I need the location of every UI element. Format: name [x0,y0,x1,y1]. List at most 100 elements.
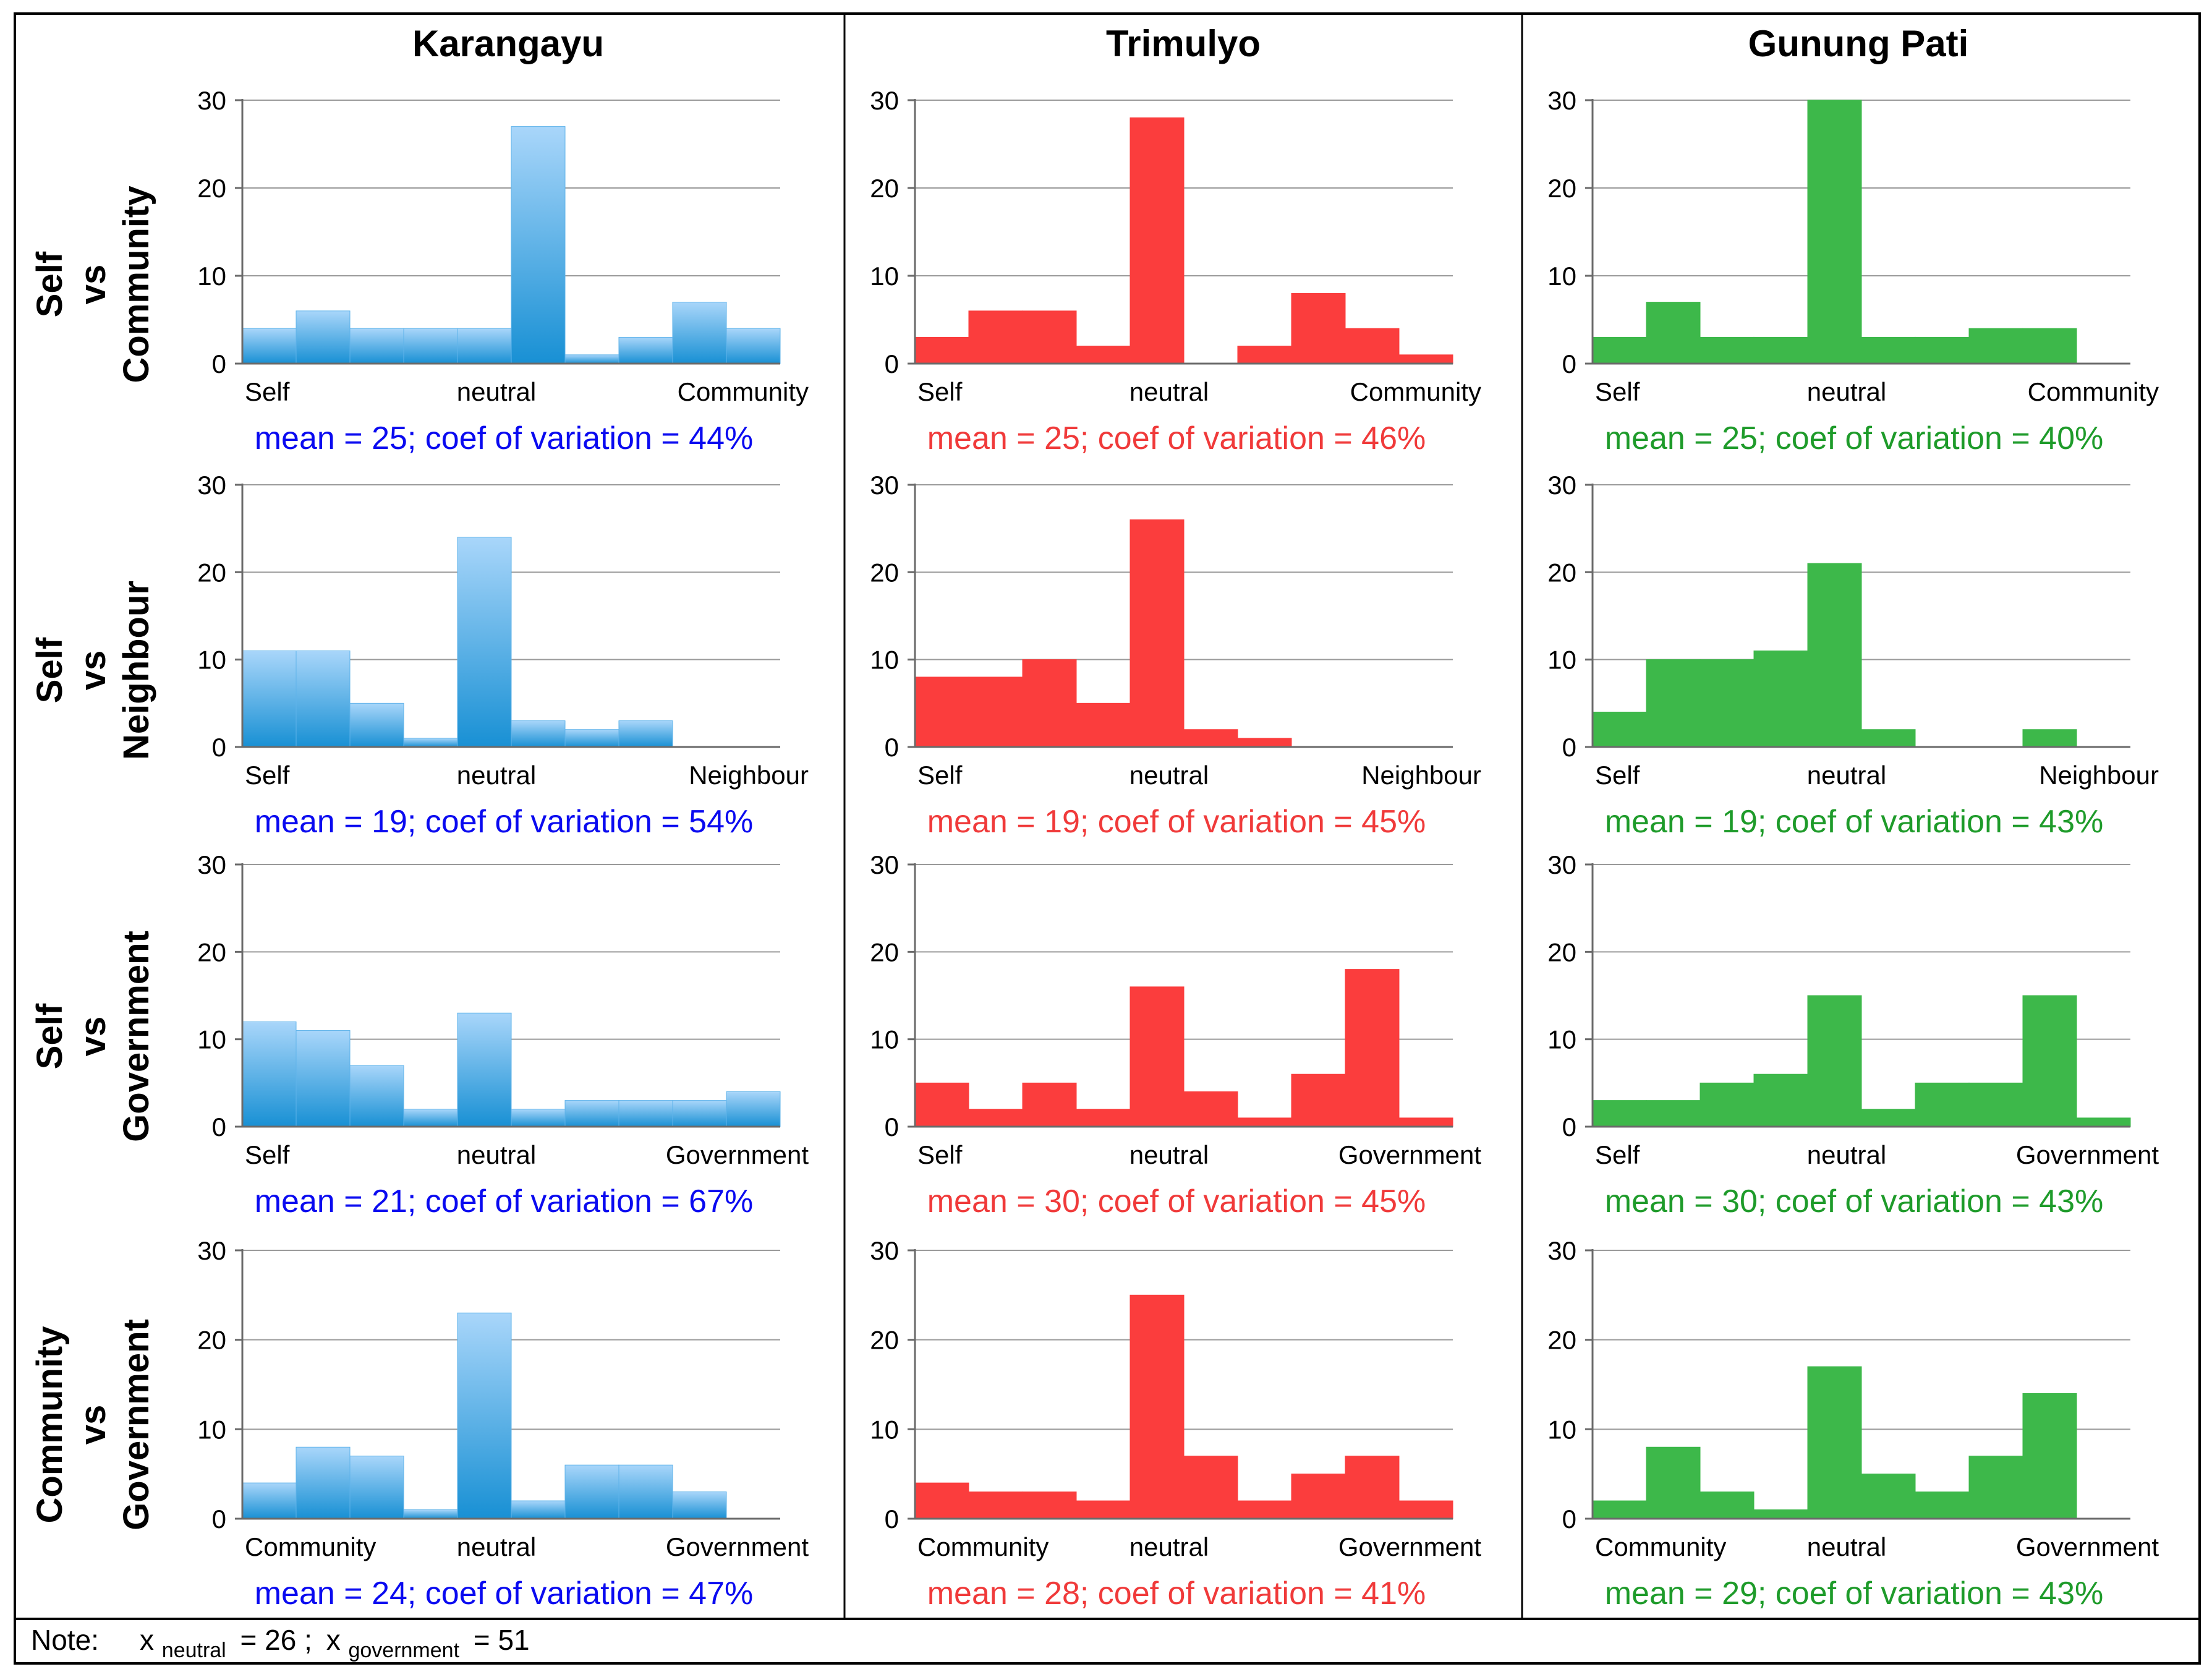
row-label-line: Government [116,931,156,1142]
bar [1291,292,1346,364]
bar [1807,1366,1862,1519]
figure-frame [14,12,2201,1665]
x-axis-label: Self [245,1140,290,1169]
bar [1076,346,1131,364]
bar [1753,1509,1808,1519]
bar [1968,328,2023,364]
x-axis-label: neutral [1807,1140,1886,1169]
bar [2022,995,2077,1127]
x-axis-label: Government [1338,1532,1481,1561]
bar [457,1012,512,1127]
stats-label: mean = 25; coef of variation = 46% [927,420,1426,456]
bar [511,1109,566,1127]
y-tick-label: 20 [197,1326,226,1355]
bar [968,1491,1023,1519]
stats-label: mean = 25; coef of variation = 40% [1605,420,2104,456]
bar [1129,117,1185,364]
x-axis-label: neutral [1807,761,1886,790]
y-tick-label: 10 [1547,262,1576,291]
stats-label: mean = 24; coef of variation = 47% [255,1576,754,1611]
x-axis-label: Self [917,377,963,406]
bar [1592,1100,1647,1127]
x-axis-label: Government [2016,1140,2159,1169]
bar [1076,1109,1131,1127]
bar [1646,1446,1701,1519]
bar [618,720,673,748]
row-label-line: vs [73,651,113,691]
y-tick-label: 10 [1547,1025,1576,1054]
bar [1861,1474,1916,1519]
bar [1291,1073,1346,1127]
bar [726,328,781,364]
stats-label: mean = 19; coef of variation = 43% [1605,804,2104,840]
x-axis-label: neutral [1129,761,1209,790]
bar [457,328,512,364]
y-tick-label: 10 [870,1025,899,1054]
y-tick-label: 10 [870,262,899,291]
stats-label: mean = 25; coef of variation = 44% [255,420,754,456]
y-tick-label: 30 [197,850,226,879]
y-tick-label: 10 [1547,1415,1576,1444]
histogram-r3-c1: 0 10 20 30 Community neutral Government mean = … [870,1236,1481,1611]
y-tick-label: 20 [1547,558,1576,587]
x-axis-label: neutral [1807,377,1886,406]
x-axis-label: Self [917,761,963,790]
y-tick-label: 10 [197,262,226,291]
y-tick-label: 20 [1547,1326,1576,1355]
bar [2022,1393,2077,1519]
y-tick-label: 20 [197,937,226,967]
bar [564,1464,619,1519]
y-tick-label: 10 [1547,646,1576,675]
bar [1022,310,1077,364]
bar [1291,1474,1346,1519]
bar [1753,651,1808,748]
stats-label: mean = 28; coef of variation = 41% [927,1576,1426,1611]
histogram-r0-c1: 0 10 20 30 Self neutral Community mean = 25; co… [870,86,1481,456]
stats-label: mean = 21; coef of variation = 67% [255,1184,754,1219]
bar [349,1456,404,1519]
x-axis-label: Government [666,1532,809,1561]
note-neutral-value: = 26 ; [240,1624,312,1656]
x-axis-label: Community [1595,1532,1726,1561]
x-axis-label: Self [1595,377,1640,406]
bar [1398,1500,1453,1519]
histogram-r3-c0: 0 10 20 30 Community neutral Government mean = … [197,1236,809,1611]
bar [1183,729,1238,748]
row-label-line: vs [73,265,113,305]
y-tick-label: 30 [870,86,899,115]
y-tick-label: 20 [1547,174,1576,203]
bar [672,1100,727,1127]
bar [1807,563,1862,748]
bar [242,651,297,748]
histogram-r3-c2: 0 10 20 30 Community neutral Government mean = … [1547,1236,2159,1611]
stats-label: mean = 19; coef of variation = 45% [927,804,1426,840]
histogram-r1-c2: 0 10 20 30 Self neutral Neighbour mean = 19; co… [1547,471,2159,840]
y-tick-label: 0 [1562,1112,1576,1141]
row-label-line: Self [30,251,70,317]
chart-grid: 0 10 20 30 Self neutral Community mean = 25; co… [197,86,2159,1611]
x-axis-label: Self [917,1140,963,1169]
x-axis-label: Community [245,1532,376,1561]
bar [726,1091,781,1127]
bar [1968,1456,2023,1519]
y-tick-label: 30 [197,1236,226,1265]
y-tick-label: 20 [197,174,226,203]
bar [1646,659,1701,748]
bar [564,1100,619,1127]
y-tick-label: 30 [870,471,899,500]
bar [1129,1294,1185,1519]
bar [1753,336,1808,364]
y-tick-label: 0 [885,349,899,378]
row-label-self-vs-neighbour: Self vs Neighbour [30,581,156,760]
histogram-r2-c1: 0 10 20 30 Self neutral Government mean = 30; c… [870,850,1481,1219]
x-axis-label: Neighbour [2039,761,2159,790]
y-tick-label: 0 [1562,733,1576,762]
x-axis-label: Neighbour [689,761,809,790]
bar [1861,729,1916,748]
bar [1129,986,1185,1127]
bar [349,702,404,748]
y-tick-label: 0 [885,1504,899,1534]
bar [672,302,727,364]
bar [1237,346,1292,364]
bar [968,310,1023,364]
